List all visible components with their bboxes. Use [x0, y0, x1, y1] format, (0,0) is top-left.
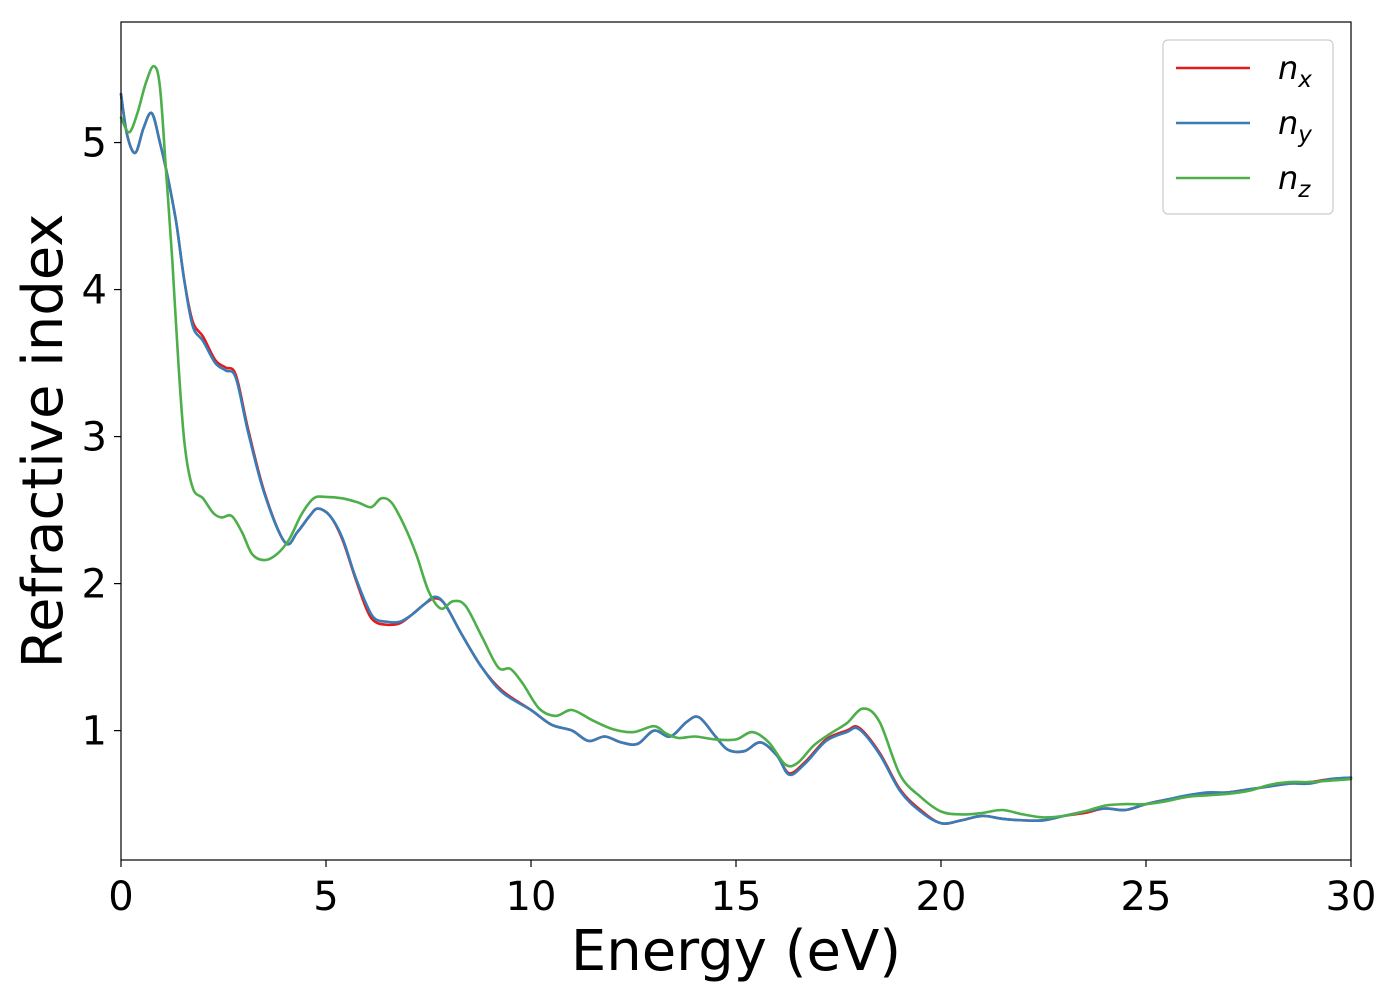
- x-tick-label: 5: [313, 874, 338, 920]
- legend-label-ny: ny: [1278, 104, 1312, 148]
- y-tick-label: 3: [82, 415, 107, 461]
- series-line-nz: [119, 64, 1353, 819]
- series-layer: [119, 64, 1353, 825]
- x-tick-label: 10: [506, 874, 557, 920]
- y-tick-label: 1: [82, 709, 107, 755]
- y-tick-label: 4: [82, 268, 107, 314]
- x-tick-label: 20: [916, 874, 967, 920]
- x-tick-label: 30: [1326, 874, 1377, 920]
- legend: nx ny nz: [1162, 39, 1334, 215]
- y-axis-ticks: 1 2 3 4 5: [82, 121, 121, 755]
- y-axis-title: Refractive index: [11, 214, 76, 669]
- legend-label-nx: nx: [1278, 49, 1312, 93]
- legend-box: [1162, 39, 1334, 215]
- y-tick-label: 5: [82, 121, 107, 167]
- x-tick-label: 25: [1121, 874, 1172, 920]
- x-tick-label: 0: [108, 874, 133, 920]
- legend-label-nz: nz: [1278, 159, 1311, 203]
- x-tick-label: 15: [711, 874, 762, 920]
- y-tick-label: 2: [82, 562, 107, 608]
- x-axis-title: Energy (eV): [571, 919, 901, 984]
- x-axis-ticks: 0 5 10 15 20 25 30: [108, 860, 1376, 920]
